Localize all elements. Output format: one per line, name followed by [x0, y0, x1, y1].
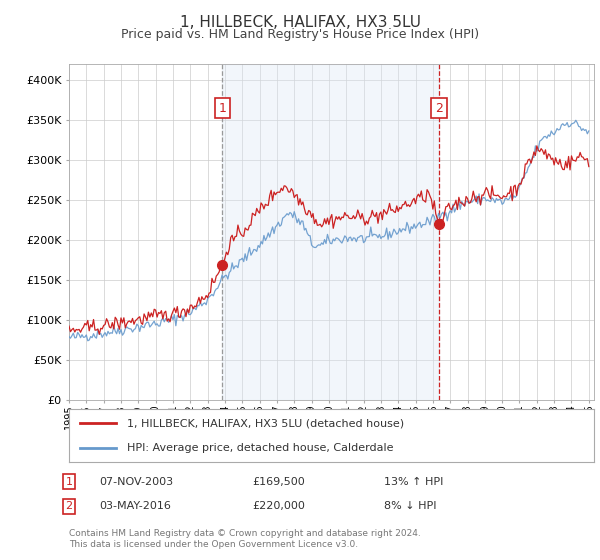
Text: 2: 2	[435, 101, 443, 115]
Text: 07-NOV-2003: 07-NOV-2003	[99, 477, 173, 487]
Text: £169,500: £169,500	[252, 477, 305, 487]
Text: 2: 2	[65, 501, 73, 511]
Text: 03-MAY-2016: 03-MAY-2016	[99, 501, 171, 511]
Bar	[223, 64, 439, 400]
Text: £220,000: £220,000	[252, 501, 305, 511]
Text: 1, HILLBECK, HALIFAX, HX3 5LU: 1, HILLBECK, HALIFAX, HX3 5LU	[179, 15, 421, 30]
Text: Contains HM Land Registry data © Crown copyright and database right 2024.
This d: Contains HM Land Registry data © Crown c…	[69, 529, 421, 549]
Text: 1: 1	[65, 477, 73, 487]
Text: 8% ↓ HPI: 8% ↓ HPI	[384, 501, 437, 511]
Text: HPI: Average price, detached house, Calderdale: HPI: Average price, detached house, Cald…	[127, 442, 393, 452]
Text: 1, HILLBECK, HALIFAX, HX3 5LU (detached house): 1, HILLBECK, HALIFAX, HX3 5LU (detached …	[127, 418, 404, 428]
Text: 13% ↑ HPI: 13% ↑ HPI	[384, 477, 443, 487]
Text: 1: 1	[218, 101, 226, 115]
Text: Price paid vs. HM Land Registry's House Price Index (HPI): Price paid vs. HM Land Registry's House …	[121, 28, 479, 41]
